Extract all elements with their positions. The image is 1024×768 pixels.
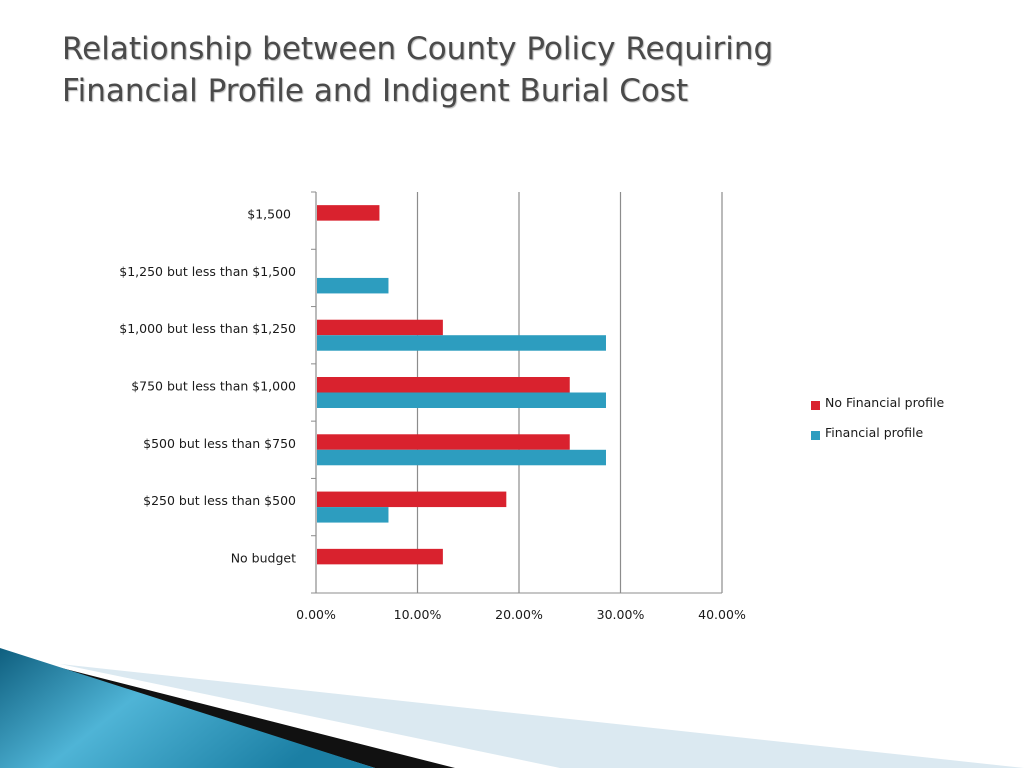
decor-light-band: [60, 664, 1024, 768]
bar-no-financial-profile: [317, 377, 570, 393]
y-category-label: $750 but less than $1,000: [131, 379, 296, 394]
bar-financial-profile: [317, 392, 606, 408]
decor-teal-band: [0, 648, 375, 768]
slide-title: Relationship between County Policy Requi…: [62, 28, 962, 112]
y-category-label: $500 but less than $750: [143, 436, 296, 451]
legend-swatch: [811, 431, 820, 440]
slide-title-line-1: Relationship between County Policy Requi…: [62, 31, 774, 67]
bar-no-financial-profile: [317, 548, 443, 565]
legend-label: No Financial profile: [825, 395, 944, 410]
bar-no-financial-profile: [317, 319, 443, 336]
bar-financial-profile: [317, 335, 606, 351]
x-tick-label: 10.00%: [394, 607, 442, 622]
y-category-label: No budget: [231, 550, 296, 565]
legend-swatch: [811, 401, 820, 410]
bar-financial-profile: [317, 277, 389, 294]
x-tick-label: 40.00%: [698, 607, 746, 622]
bar-financial-profile: [317, 449, 606, 466]
decor-black-band: [30, 660, 455, 768]
legend-label: Financial profile: [825, 425, 924, 440]
bar-no-financial-profile: [317, 434, 570, 450]
bar-no-financial-profile: [317, 205, 380, 221]
x-tick-label: 30.00%: [597, 607, 645, 622]
y-category-label: $1,250 but less than $1,500: [119, 264, 296, 279]
slide-title-line-2: Financial Profile and Indigent Burial Co…: [62, 73, 689, 109]
y-category-label: $1,000 but less than $1,250: [119, 321, 296, 336]
x-tick-label: 0.00%: [296, 607, 336, 622]
bar-no-financial-profile: [317, 491, 507, 508]
y-category-label: $1,500: [247, 207, 291, 222]
bar-financial-profile: [317, 507, 389, 523]
y-category-label: $250 but less than $500: [143, 493, 296, 508]
x-tick-label: 20.00%: [495, 607, 543, 622]
